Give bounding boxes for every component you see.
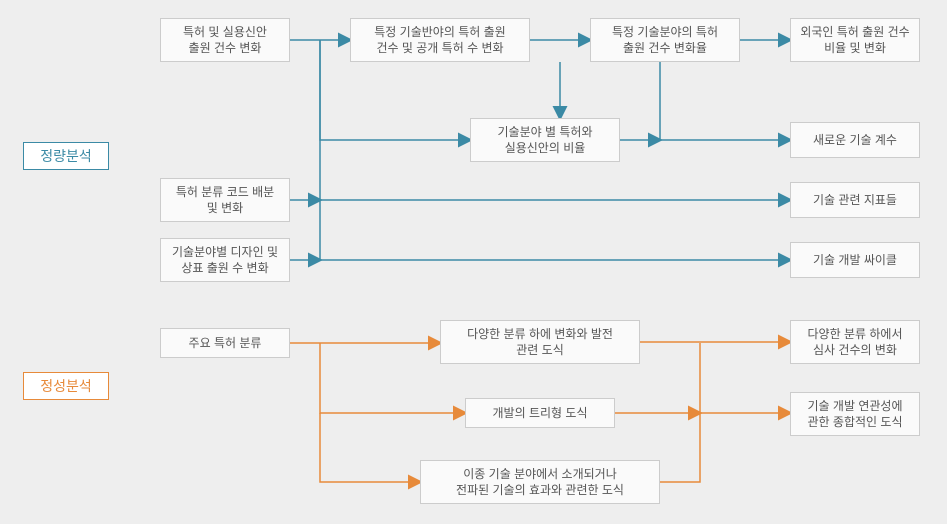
flow-node: 특허 및 실용신안 출원 건수 변화 — [160, 18, 290, 62]
diagram-canvas: 정량분석정성분석 특허 및 실용신안 출원 건수 변화 특정 기술반야의 특허 출원… — [0, 0, 947, 524]
flow-node: 다양한 분류 하에 변화와 발전 관련 도식 — [440, 320, 640, 364]
flow-node: 새로운 기술 계수 — [790, 122, 920, 158]
category-label: 정량분석 — [23, 142, 109, 170]
category-label: 정성분석 — [23, 372, 109, 400]
flow-node: 기술 개발 연관성에 관한 종합적인 도식 — [790, 392, 920, 436]
edge — [700, 343, 790, 413]
flow-node: 기술 관련 지표들 — [790, 182, 920, 218]
flow-node: 외국인 특허 출원 건수 비율 및 변화 — [790, 18, 920, 62]
flow-node: 다양한 분류 하에서 심사 건수의 변화 — [790, 320, 920, 364]
edge — [320, 413, 420, 482]
flow-node: 기술분야 별 특허와 실용신안의 비율 — [470, 118, 620, 162]
flow-node: 개발의 트리형 도식 — [465, 398, 615, 428]
flow-node: 특정 기술분야의 특허 출원 건수 변화율 — [590, 18, 740, 62]
flow-node: 특허 분류 코드 배분 및 변화 — [160, 178, 290, 222]
flow-node: 이종 기술 분야에서 소개되거나 전파된 기술의 효과와 관련한 도식 — [420, 460, 660, 504]
edge — [660, 413, 700, 482]
edge — [660, 62, 790, 140]
flow-node: 특정 기술반야의 특허 출원 건수 및 공개 특허 수 변화 — [350, 18, 530, 62]
flow-node: 기술분야별 디자인 및 상표 출원 수 변화 — [160, 238, 290, 282]
flow-node: 기술 개발 싸이클 — [790, 242, 920, 278]
flow-node: 주요 특허 분류 — [160, 328, 290, 358]
